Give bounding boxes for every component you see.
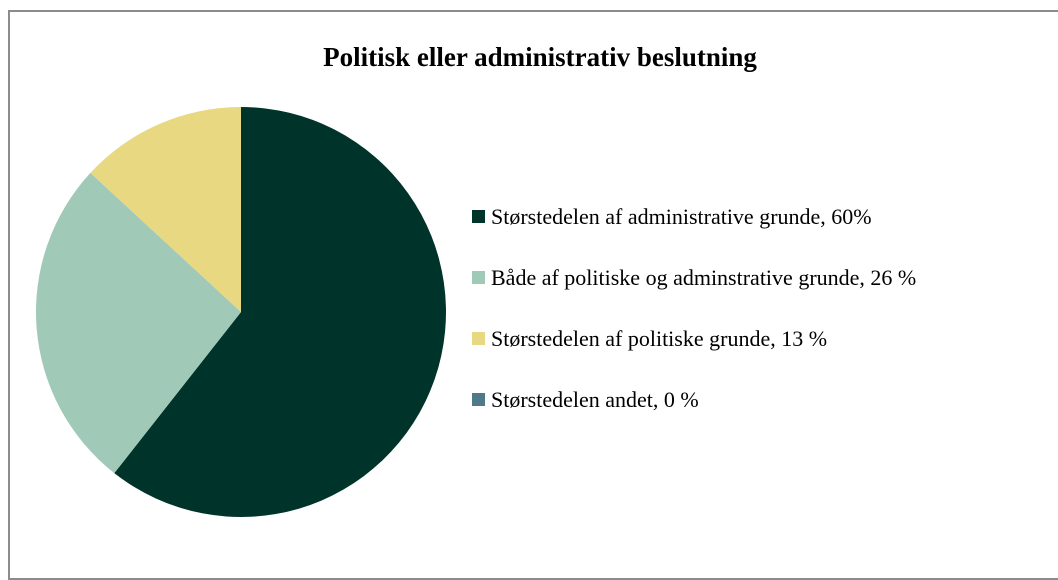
pie-slice-2: [90, 107, 242, 312]
legend: Størstedelen af administrative grunde, 6…: [472, 186, 916, 430]
legend-item: Størstedelen andet, 0 %: [472, 369, 916, 430]
legend-item: Både af politiske og adminstrative grund…: [472, 247, 916, 308]
legend-swatch: [472, 271, 485, 284]
chart-title: Politisk eller administrativ beslutning: [323, 42, 757, 72]
legend-swatch: [472, 332, 485, 345]
legend-swatch: [472, 210, 485, 223]
legend-item: Størstedelen af politiske grunde, 13 %: [472, 308, 916, 369]
pie-chart: [35, 107, 446, 517]
legend-label: Størstedelen af politiske grunde, 13 %: [491, 325, 828, 351]
pie-slices: [35, 107, 446, 517]
pie-slice-0: [114, 107, 446, 517]
legend-swatch: [472, 393, 485, 406]
pie-slice-1: [35, 172, 242, 474]
legend-label: Størstedelen andet, 0 %: [491, 386, 699, 412]
legend-label: Både af politiske og adminstrative grund…: [491, 264, 917, 290]
legend-label: Størstedelen af administrative grunde, 6…: [491, 203, 872, 229]
legend-item: Størstedelen af administrative grunde, 6…: [472, 186, 916, 247]
